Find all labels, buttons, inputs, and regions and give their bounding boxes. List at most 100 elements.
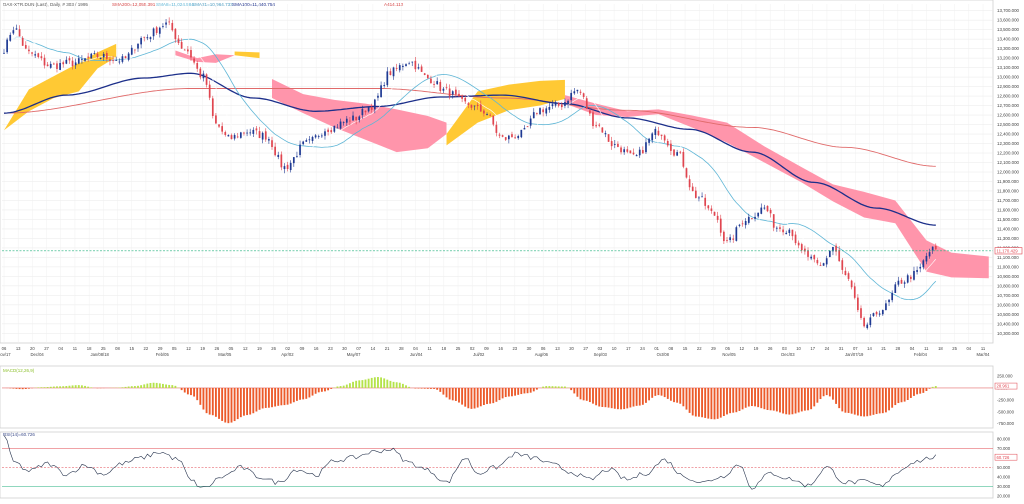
candle (355, 116, 358, 125)
candle (841, 258, 844, 275)
candle-body (398, 65, 401, 71)
date-tick-label: 30 (527, 346, 532, 351)
candle-body (663, 135, 666, 141)
candle-body (386, 71, 389, 86)
candle-body (657, 130, 660, 136)
candle-body (585, 98, 588, 109)
candle (844, 267, 847, 276)
candle-body (205, 74, 208, 85)
candle-body (910, 276, 912, 279)
candle-body (395, 68, 398, 69)
candle (455, 86, 457, 97)
candle (551, 100, 554, 110)
candle (352, 111, 354, 121)
candle (910, 274, 912, 283)
date-tick-label: 06 (2, 346, 7, 351)
candle-body (124, 56, 127, 59)
date-tick-label: 25 (456, 346, 461, 351)
candle (931, 246, 934, 254)
price-tick-label: 10,500.000 (997, 312, 1020, 317)
candle-body (881, 310, 884, 315)
candle-body (654, 128, 657, 136)
candle (386, 67, 389, 88)
candle (698, 195, 700, 202)
candle (420, 64, 423, 72)
candle-body (134, 49, 136, 51)
candle-body (199, 68, 202, 78)
candle (87, 52, 89, 62)
price-tick-label: 12,500.000 (997, 122, 1020, 127)
candle-body (31, 52, 33, 54)
month-tick-label: Jun/04 (410, 352, 423, 357)
candle (6, 37, 8, 54)
month-tick-label: Aug/06 (535, 352, 549, 357)
date-tick-label: 23 (512, 346, 517, 351)
candle-body (59, 63, 61, 70)
price-panel: 13,700.000 13,600.000 13,500.000 13,400.000… (0, 0, 1023, 357)
date-tick-label: 18 (938, 346, 943, 351)
candle (673, 149, 675, 157)
month-tick-label: May/07 (347, 352, 361, 357)
candle-body (707, 205, 710, 209)
candle (604, 130, 607, 138)
candle (448, 84, 451, 100)
candle-body (383, 85, 386, 86)
price-tick-label: 12,200.000 (997, 151, 1020, 156)
candle (442, 86, 445, 94)
candle (324, 128, 326, 140)
candle-body (894, 284, 897, 294)
date-tick-label: 15 (683, 346, 688, 351)
candle-body (467, 103, 470, 105)
macd-current-box (994, 382, 1018, 390)
candle-body (227, 135, 230, 137)
candle-body (249, 132, 252, 134)
candle (143, 36, 146, 42)
candle (286, 161, 289, 172)
candle-body (517, 135, 520, 139)
candle-body (635, 155, 638, 157)
candle-body (476, 104, 479, 107)
candle-body (934, 246, 937, 250)
candle (763, 204, 766, 210)
candle (18, 25, 21, 37)
candle-body (24, 45, 27, 49)
date-tick-label: 11 (427, 346, 432, 351)
candle (96, 51, 99, 59)
candle (84, 57, 86, 62)
candle-body (130, 47, 133, 55)
candle (37, 52, 40, 59)
candle (367, 106, 370, 113)
candle-body (417, 67, 420, 69)
candle-body (844, 270, 847, 275)
candle (102, 51, 105, 61)
candle-body (835, 245, 837, 252)
candle-body (364, 110, 367, 113)
candle-body (813, 255, 816, 260)
candle-body (90, 53, 93, 59)
date-tick-label: 15 (129, 346, 134, 351)
candle (769, 208, 772, 218)
candle-body (576, 89, 579, 92)
candle-body (137, 43, 139, 49)
candle (872, 312, 875, 317)
date-tick-label: 10 (796, 346, 801, 351)
candle (59, 59, 61, 71)
candle-body (448, 88, 451, 97)
date-tick-label: 26 (768, 346, 773, 351)
price-tick-label: 11,500.000 (997, 217, 1019, 222)
date-tick-label: 14 (371, 346, 376, 351)
candle (9, 32, 12, 42)
candle-body (112, 60, 114, 61)
candle-body (595, 125, 597, 127)
candle (885, 300, 887, 311)
candle-body (277, 154, 280, 157)
candle-body (741, 223, 744, 225)
candle (24, 41, 27, 50)
date-tick-label: 19 (257, 346, 262, 351)
price-tick-label: 12,900.000 (997, 84, 1020, 89)
candle (785, 230, 788, 235)
candle-body (426, 74, 429, 79)
candle-body (735, 227, 738, 241)
candle-body (483, 110, 485, 114)
candle-body (314, 135, 317, 138)
